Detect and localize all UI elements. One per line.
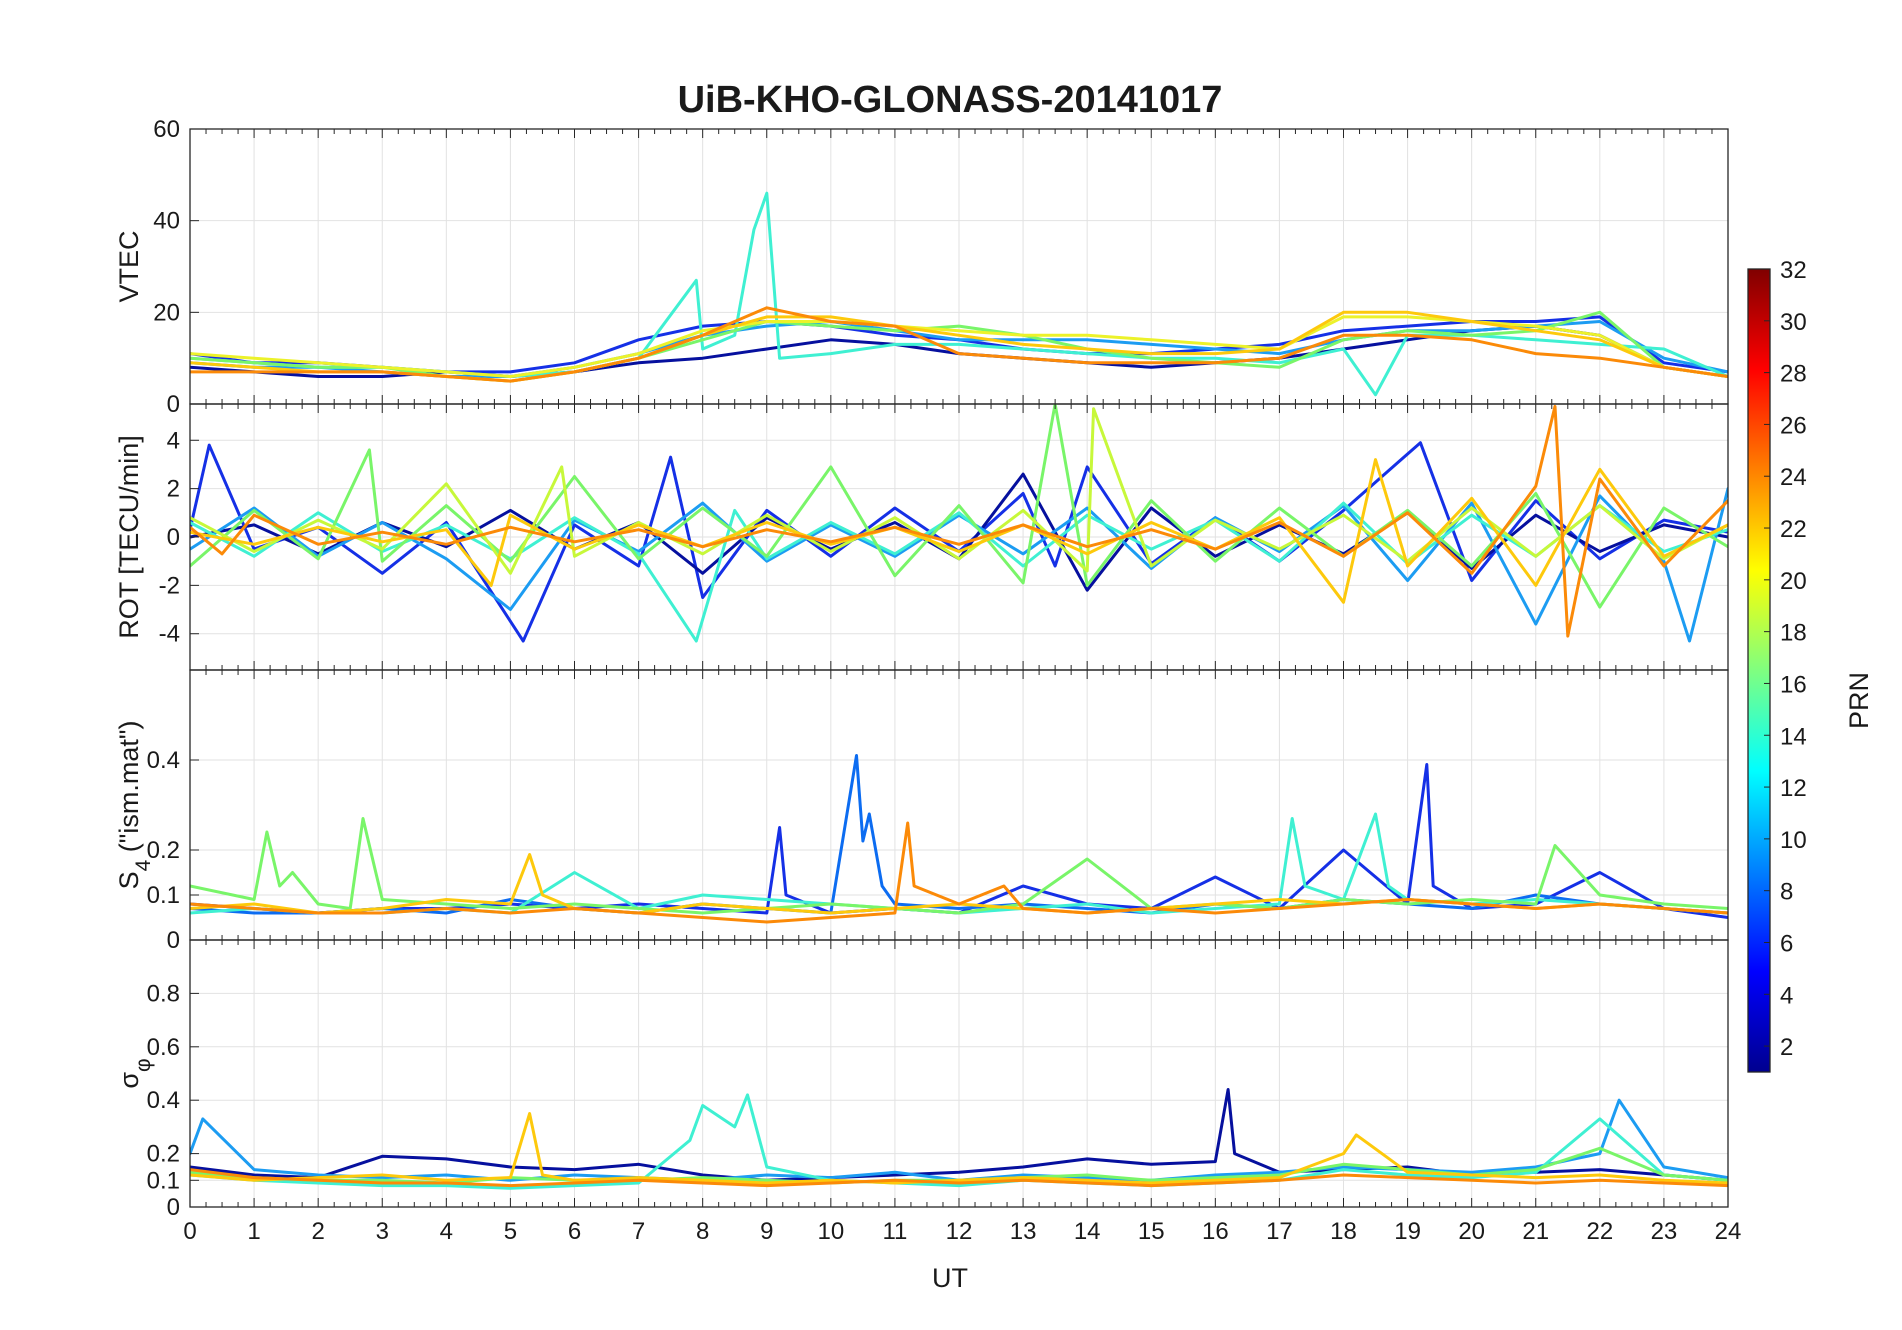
x-tick-label: 7: [632, 1218, 645, 1245]
x-tick-label: 6: [568, 1218, 581, 1245]
x-tick-label: 19: [1394, 1218, 1421, 1245]
x-tick-label: 2: [311, 1218, 324, 1245]
y-axis-label: σφ: [114, 1058, 155, 1088]
y-axis-label: VTEC: [114, 230, 144, 302]
x-tick-label: 17: [1266, 1218, 1293, 1245]
y-tick-label: 2: [167, 476, 180, 503]
y-tick-label: 0.1: [147, 1167, 180, 1194]
series-prn-16: [190, 817, 1728, 915]
x-tick-label: 4: [440, 1218, 453, 1245]
x-tick-label: 5: [504, 1218, 517, 1245]
y-tick-label: 60: [153, 116, 180, 143]
x-tick-label: 10: [817, 1218, 844, 1245]
x-axis-label: UT: [932, 1263, 968, 1293]
colorbar-tick-label: 16: [1780, 671, 1807, 698]
x-tick-label: 15: [1138, 1218, 1165, 1245]
series-prn-4: [190, 441, 1728, 643]
series-prn-23: [190, 821, 1728, 924]
y-tick-label: 0: [167, 524, 180, 551]
colorbar-tick-label: 10: [1780, 827, 1807, 854]
colorbar-label: PRN: [1844, 672, 1874, 729]
y-tick-label: 0.8: [147, 980, 180, 1007]
panel-rot: -4 -2 0 2 4 ROT [TECU/min]: [114, 403, 1729, 671]
x-tick-label: 14: [1074, 1218, 1101, 1245]
colorbar-tick-label: 20: [1780, 568, 1807, 595]
x-tick-label: 16: [1202, 1218, 1229, 1245]
x-tick-label: 11: [882, 1218, 907, 1245]
colorbar-tick-label: 24: [1780, 464, 1807, 491]
y-tick-label: 0: [167, 391, 180, 418]
y-tick-label: 4: [167, 427, 180, 454]
series-group: [190, 191, 1728, 397]
colorbar-tick-label: 18: [1780, 620, 1807, 647]
y-tick-label: 0.4: [147, 747, 180, 774]
x-tick-label: 8: [696, 1218, 709, 1245]
x-tick-label: 23: [1651, 1218, 1678, 1245]
x-tick-label: 18: [1330, 1218, 1357, 1245]
x-tick-label: 12: [946, 1218, 973, 1245]
series-group: [190, 404, 1728, 643]
x-tick-label: 13: [1010, 1218, 1037, 1245]
x-tick-label: 21: [1522, 1218, 1549, 1245]
series-prn-21: [190, 458, 1728, 604]
colorbar-gradient: [1748, 269, 1770, 1072]
series-prn-23: [190, 404, 1728, 638]
x-tick-label: 3: [376, 1218, 389, 1245]
colorbar-tick-label: 6: [1780, 930, 1793, 957]
colorbar-tick-label: 12: [1780, 775, 1807, 802]
y-axis-label: ROT [TECU/min]: [114, 435, 144, 639]
y-tick-label: 0: [167, 927, 180, 954]
x-tick-label: 9: [760, 1218, 773, 1245]
series-group: [190, 754, 1728, 924]
chart-title: UiB-KHO-GLONASS-20141017: [678, 79, 1223, 121]
y-tick-label: 0: [167, 1194, 180, 1221]
x-tick-label: 22: [1586, 1218, 1613, 1245]
y-tick-label: 0.4: [147, 1087, 180, 1114]
colorbar-frame: [1747, 268, 1771, 1073]
y-tick-label: -4: [159, 621, 180, 648]
series-group: [190, 1088, 1728, 1190]
colorbar-tick-label: 4: [1780, 982, 1793, 1009]
y-tick-label: 20: [153, 299, 180, 326]
x-tick-label: 20: [1458, 1218, 1485, 1245]
series-prn-16: [190, 404, 1728, 609]
x-tick-label: 1: [247, 1218, 260, 1245]
series-prn-23: [190, 306, 1728, 383]
colorbar-tick-label: 30: [1780, 309, 1807, 336]
y-tick-label: 40: [153, 208, 180, 235]
colorbar-tick-label: 2: [1780, 1034, 1793, 1061]
series-prn-13: [190, 501, 1728, 643]
y-tick-label: 0.6: [147, 1034, 180, 1061]
colorbar-tick-label: 14: [1780, 723, 1807, 750]
series-prn-23: [190, 1168, 1728, 1188]
x-tick-label: 0: [183, 1218, 196, 1245]
panel-vtec: 0 20 40 60 VTEC: [114, 116, 1729, 418]
panel-frame: [189, 939, 1729, 1208]
y-tick-label: -2: [159, 572, 180, 599]
x-tick-label: 24: [1715, 1218, 1742, 1245]
colorbar-tick-label: 32: [1780, 257, 1807, 284]
y-tick-label: 0.2: [147, 1141, 180, 1168]
y-tick-label: 0.2: [147, 837, 180, 864]
y-tick-label: 0.1: [147, 882, 180, 909]
y-axis-label: S4 ("ism.mat"): [114, 721, 155, 890]
series-prn-18: [190, 407, 1728, 575]
colorbar-tick-label: 8: [1780, 879, 1793, 906]
colorbar-tick-label: 26: [1780, 412, 1807, 439]
colorbar-tick-label: 28: [1780, 361, 1807, 388]
colorbar-tick-label: 22: [1780, 516, 1807, 543]
